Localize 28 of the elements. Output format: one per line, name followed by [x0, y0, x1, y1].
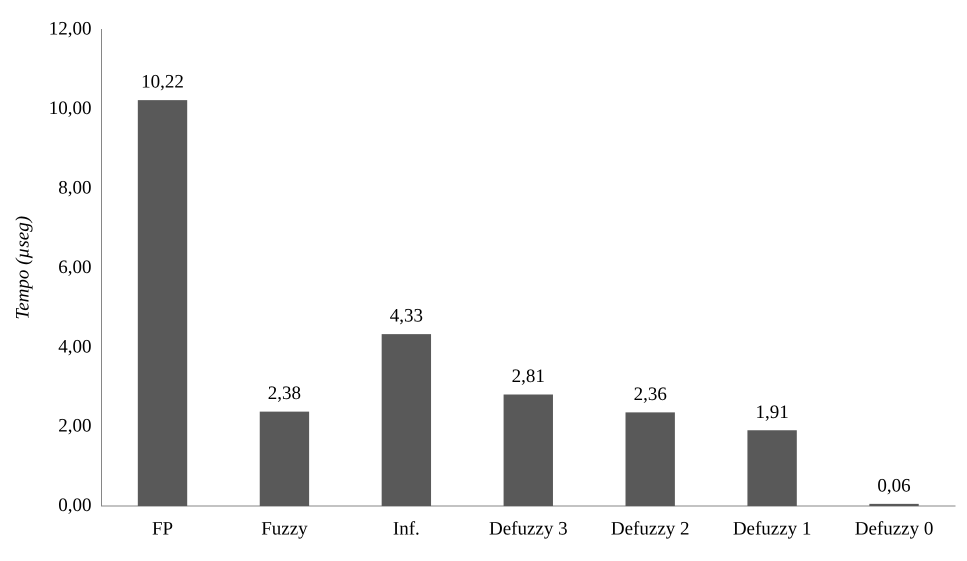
x-tick-label: Inf. [392, 518, 420, 540]
x-tick-label: Defuzzy 2 [610, 518, 690, 540]
data-label: 2,36 [634, 384, 667, 405]
bar [504, 394, 553, 506]
bar [382, 334, 432, 506]
y-tick-label: 10,00 [48, 98, 92, 119]
y-tick-label: 6,00 [58, 256, 92, 278]
data-label: 0,06 [877, 475, 911, 496]
bar [260, 412, 310, 506]
x-tick-label: Defuzzy 1 [732, 518, 812, 540]
y-axis-title: Tempo (µseg) [12, 216, 34, 320]
y-tick-label: 2,00 [58, 416, 92, 437]
x-tick-label: Defuzzy 3 [488, 518, 568, 540]
data-label: 2,38 [268, 383, 302, 404]
y-tick-label: 8,00 [58, 177, 92, 198]
data-label: 4,33 [390, 306, 423, 327]
data-label: 2,81 [512, 366, 545, 388]
y-tick-label: 4,00 [58, 336, 92, 358]
x-tick-label: Fuzzy [261, 518, 308, 540]
x-tick-label: Defuzzy 0 [854, 518, 934, 540]
y-tick-label: 12,00 [48, 18, 92, 40]
bar [747, 430, 797, 506]
data-label: 1,91 [755, 402, 789, 423]
x-tick-label: FP [152, 518, 174, 540]
data-label: 10,22 [141, 72, 184, 93]
bar [626, 412, 675, 506]
bar [138, 100, 188, 506]
y-tick-label: 0,00 [58, 495, 92, 516]
